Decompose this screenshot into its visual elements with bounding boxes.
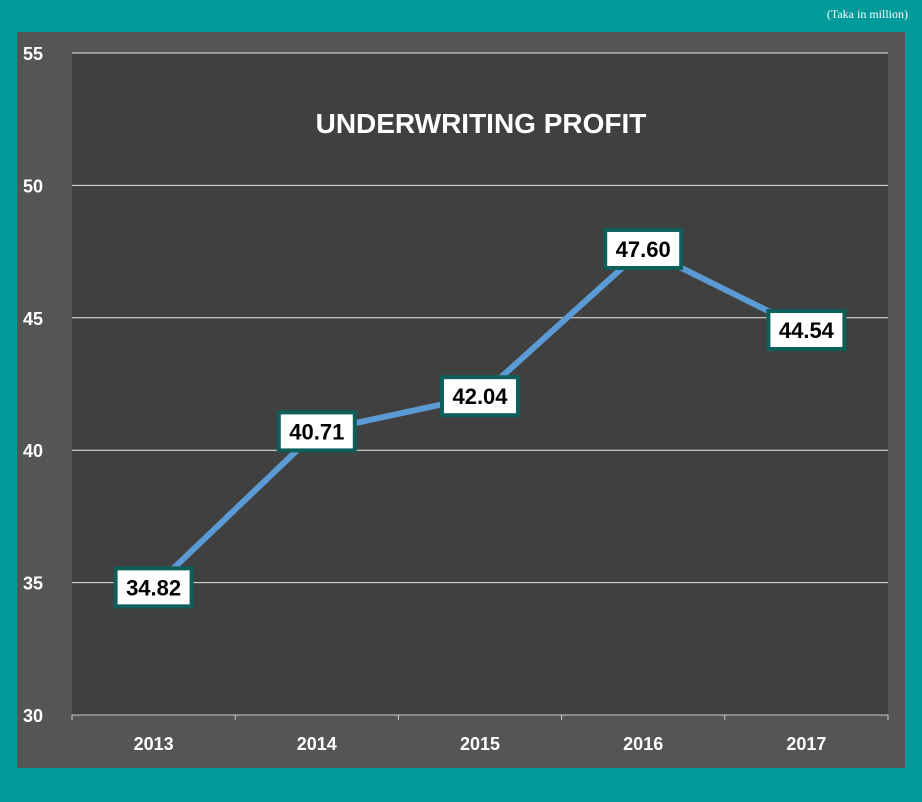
x-tick-label: 2013 bbox=[134, 734, 174, 754]
y-tick-label: 40 bbox=[23, 441, 43, 461]
data-label-text: 34.82 bbox=[126, 575, 181, 600]
x-tick-label: 2015 bbox=[460, 734, 500, 754]
y-tick-label: 50 bbox=[23, 176, 43, 196]
data-label: 42.04 bbox=[440, 375, 520, 418]
data-label-box bbox=[603, 227, 684, 270]
data-label-box bbox=[276, 410, 357, 453]
x-tick-label: 2016 bbox=[623, 734, 663, 754]
y-tick-label: 30 bbox=[23, 706, 43, 726]
data-label-box bbox=[440, 375, 520, 418]
x-tick-label: 2017 bbox=[786, 734, 826, 754]
data-label-text: 42.04 bbox=[452, 384, 508, 409]
data-label: 44.54 bbox=[766, 308, 847, 351]
chart-title: UNDERWRITING PROFIT bbox=[316, 108, 647, 139]
data-label: 47.60 bbox=[603, 227, 684, 270]
data-label: 40.71 bbox=[276, 410, 357, 453]
data-label-box bbox=[113, 566, 194, 609]
y-tick-label: 35 bbox=[23, 574, 43, 594]
data-label-text: 47.60 bbox=[616, 237, 671, 262]
data-label-text: 44.54 bbox=[779, 318, 835, 343]
data-label: 34.82 bbox=[113, 566, 194, 609]
unit-note: (Taka in million) bbox=[826, 7, 908, 21]
y-tick-label: 45 bbox=[23, 309, 43, 329]
x-tick-label: 2014 bbox=[297, 734, 337, 754]
data-label-text: 40.71 bbox=[289, 419, 344, 444]
y-tick-label: 55 bbox=[23, 44, 43, 64]
data-label-box bbox=[766, 308, 847, 351]
